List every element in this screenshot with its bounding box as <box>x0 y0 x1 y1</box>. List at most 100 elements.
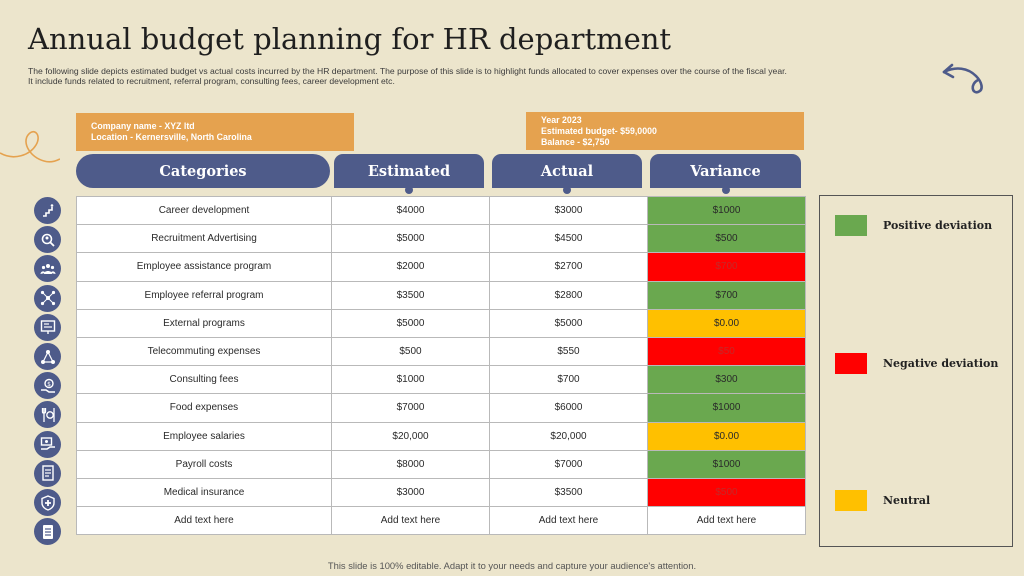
cell-variance: $500 <box>647 477 806 508</box>
cell-actual: $2700 <box>489 252 648 282</box>
cell-variance: $0.00 <box>647 308 806 338</box>
cell-variance: $700 <box>647 280 806 310</box>
legend-label-positive: Positive deviation <box>883 219 993 232</box>
cell-variance: $500 <box>647 224 806 254</box>
table-row: Employee salaries $20,000 $20,000 $0.00 <box>76 421 806 451</box>
cell-category: Career development <box>76 195 332 226</box>
cell-actual: $550 <box>489 336 648 367</box>
table-row: Career development $4000 $3000 $1000 <box>76 195 806 226</box>
cell-actual: $2800 <box>489 280 648 310</box>
legend-box: Positive deviation Negative deviation Ne… <box>819 195 1013 547</box>
cell-actual: $6000 <box>489 393 648 423</box>
document-list-icon <box>34 518 61 546</box>
legend-swatch-positive <box>835 215 867 236</box>
budget-info-box: Year 2023 Estimated budget- $59,0000 Bal… <box>526 112 804 150</box>
legend-swatch-negative <box>835 353 867 374</box>
cell-actual: Add text here <box>489 506 648 536</box>
slide-title: Annual budget planning for HR department <box>28 22 672 56</box>
header-variance: Variance <box>650 154 801 194</box>
payroll-document-icon <box>34 459 61 487</box>
cell-category: Employee assistance program <box>76 252 332 282</box>
legend-swatch-neutral <box>835 490 867 511</box>
network-people-icon <box>34 284 61 312</box>
cell-estimated: $5000 <box>331 224 490 254</box>
table-row: Payroll costs $8000 $7000 $1000 <box>76 449 806 479</box>
cell-estimated: $1000 <box>331 365 490 395</box>
cell-category: Recruitment Advertising <box>76 224 332 254</box>
cell-variance: $0.00 <box>647 421 806 451</box>
cell-variance: Add text here <box>647 506 806 536</box>
company-location: Location - Kernersville, North Carolina <box>91 132 252 142</box>
cell-category: Medical insurance <box>76 477 332 508</box>
table-row: Consulting fees $1000 $700 $300 <box>76 365 806 395</box>
cell-actual: $4500 <box>489 224 648 254</box>
remote-network-icon <box>34 343 61 370</box>
budget-year: Year 2023 <box>541 115 582 125</box>
cell-category: External programs <box>76 308 332 338</box>
cell-estimated: $7000 <box>331 393 490 423</box>
cell-estimated: $8000 <box>331 449 490 479</box>
table-row: Employee assistance program $2000 $2700 $70… <box>76 252 806 282</box>
cell-category: Employee salaries <box>76 421 332 451</box>
group-people-icon <box>34 255 61 283</box>
cell-actual: $5000 <box>489 308 648 338</box>
decorative-swirl-icon <box>0 130 60 163</box>
hand-coin-icon: $ <box>34 372 61 400</box>
cell-category: Consulting fees <box>76 365 332 395</box>
legend-label-negative: Negative deviation <box>883 357 999 370</box>
legend-item-negative: Negative deviation <box>835 353 998 374</box>
cell-actual: $20,000 <box>489 421 648 451</box>
cell-actual: $3500 <box>489 477 648 508</box>
cell-estimated: $500 <box>331 336 490 367</box>
header-estimated: Estimated <box>334 154 484 194</box>
salary-cash-icon <box>34 430 61 458</box>
legend-label-neutral: Neutral <box>883 494 931 507</box>
cell-variance: $1000 <box>647 393 806 423</box>
cell-variance: $1000 <box>647 195 806 226</box>
cell-category: Employee referral program <box>76 280 332 310</box>
legend-item-neutral: Neutral <box>835 490 930 511</box>
svg-text:$: $ <box>47 381 51 388</box>
cell-category: Payroll costs <box>76 449 332 479</box>
header-categories: Categories <box>76 154 330 188</box>
cell-category: Add text here <box>76 506 332 536</box>
table-row: Recruitment Advertising $5000 $4500 $500 <box>76 224 806 254</box>
curved-back-arrow-icon[interactable] <box>938 60 988 96</box>
company-name: Company name - XYZ ltd <box>91 121 195 131</box>
cell-estimated: $4000 <box>331 195 490 226</box>
estimated-budget: Estimated budget- $59,0000 <box>541 126 657 136</box>
cell-estimated: $3500 <box>331 280 490 310</box>
career-stairs-icon <box>34 197 61 224</box>
cell-variance: $300 <box>647 365 806 395</box>
cell-variance: $700 <box>647 252 806 282</box>
legend-item-positive: Positive deviation <box>835 215 992 236</box>
cell-estimated: $20,000 <box>331 421 490 451</box>
cell-estimated: $5000 <box>331 308 490 338</box>
cell-actual: $3000 <box>489 195 648 226</box>
magnifier-person-icon <box>34 226 61 254</box>
table-row: External programs $5000 $5000 $0.00 <box>76 308 806 338</box>
cell-category: Food expenses <box>76 393 332 423</box>
slide-description: The following slide depicts estimated bu… <box>28 66 787 87</box>
table-row: Employee referral program $3500 $2800 $700 <box>76 280 806 310</box>
table-row: Medical insurance $3000 $3500 $500 <box>76 477 806 508</box>
cell-variance: $50 <box>647 336 806 367</box>
cell-estimated: $2000 <box>331 252 490 282</box>
table-row: Add text here Add text here Add text here A… <box>76 506 806 536</box>
footer-note: This slide is 100% editable. Adapt it to… <box>327 560 697 571</box>
company-info-box: Company name - XYZ ltd Location - Kerner… <box>76 113 354 151</box>
budget-balance: Balance - $2,750 <box>541 137 610 147</box>
header-actual: Actual <box>492 154 642 194</box>
cell-estimated: Add text here <box>331 506 490 536</box>
medical-shield-icon <box>34 489 61 516</box>
cell-variance: $1000 <box>647 449 806 479</box>
cell-actual: $700 <box>489 365 648 395</box>
table-row: Food expenses $7000 $6000 $1000 <box>76 393 806 423</box>
table-row: Telecommuting expenses $500 $550 $50 <box>76 336 806 367</box>
cell-estimated: $3000 <box>331 477 490 508</box>
budget-table: Career development $4000 $3000 $1000 Recruit… <box>76 195 806 536</box>
food-cutlery-icon <box>34 401 61 429</box>
presentation-board-icon <box>34 313 61 341</box>
cell-actual: $7000 <box>489 449 648 479</box>
cell-category: Telecommuting expenses <box>76 336 332 367</box>
